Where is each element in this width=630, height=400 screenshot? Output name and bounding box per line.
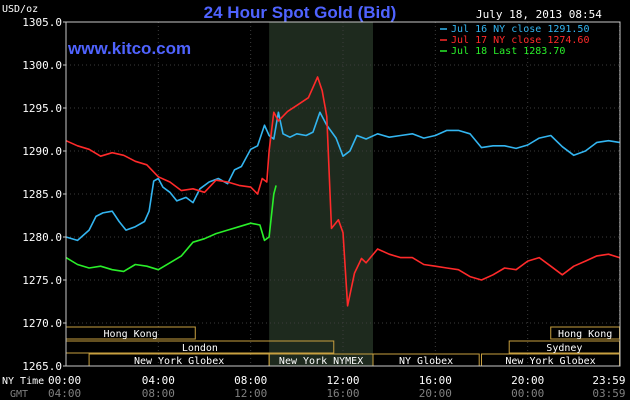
gmt-label: GMT [10, 389, 28, 400]
y-tick-label: 1305.0 [22, 16, 62, 29]
y-tick-label: 1285.0 [22, 188, 62, 201]
x-tick-label-gmt: 12:00 [234, 387, 267, 400]
y-tick-label: 1295.0 [22, 102, 62, 115]
session-label: New York Globex [505, 356, 595, 367]
timestamp: July 18, 2013 08:54 [476, 8, 602, 21]
x-axis-ticks: 00:0004:0004:0008:0008:0012:0012:0016:00… [48, 374, 626, 400]
trading-sessions: Hong Kong Hong Kong London Sydney New York G… [65, 326, 621, 367]
x-tick-label-gmt: 00:00 [511, 387, 544, 400]
x-tick-label-ny: 08:00 [234, 374, 267, 387]
legend-entry: Jul 17 NY close 1274.60 [451, 35, 589, 46]
x-tick-label-gmt: 04:00 [48, 387, 81, 400]
x-tick-label-gmt: 08:00 [142, 387, 175, 400]
session-label: Hong Kong [558, 329, 612, 340]
series-line-2 [65, 76, 620, 307]
x-tick-label-ny: 00:00 [48, 374, 81, 387]
session-label: New York Globex [134, 356, 224, 367]
x-tick-label-ny: 20:00 [511, 374, 544, 387]
x-tick-label-gmt: 03:59 [592, 387, 625, 400]
session-label: NY Globex [399, 356, 453, 367]
x-tick-label-gmt: 20:00 [419, 387, 452, 400]
session-label: New York NYMEX [279, 356, 363, 367]
y-tick-label: 1270.0 [22, 317, 62, 330]
y-axis-ticks: 1305.0 1300.0 1295.0 1290.0 1285.0 1280.0 1275… [22, 16, 66, 373]
y-tick-label: 1265.0 [22, 360, 62, 373]
series-line-1 [65, 111, 620, 242]
x-tick-label-ny: 12:00 [326, 374, 359, 387]
legend-entry: Jul 18 Last 1283.70 [451, 46, 565, 57]
y-tick-label: 1280.0 [22, 231, 62, 244]
x-tick-label-ny: 16:00 [419, 374, 452, 387]
y-tick-label: 1275.0 [22, 274, 62, 287]
ny-time-label: NY Time [2, 376, 44, 387]
y-tick-label: 1290.0 [22, 145, 62, 158]
session-label: London [182, 343, 218, 354]
session-label: Hong Kong [104, 329, 158, 340]
x-tick-label-ny: 23:59 [592, 374, 625, 387]
x-tick-label-ny: 04:00 [142, 374, 175, 387]
session-label: Sydney [546, 343, 582, 354]
kitco-website: www.kitco.com [67, 39, 191, 58]
x-tick-label-gmt: 16:00 [326, 387, 359, 400]
series-line-3 [65, 185, 277, 273]
y-tick-label: 1300.0 [22, 59, 62, 72]
y-unit-label: USD/oz [2, 4, 38, 15]
chart-title: 24 Hour Spot Gold (Bid) [204, 3, 397, 22]
legend-entry: Jul 16 NY close 1291.50 [451, 24, 589, 35]
nymex-session-highlight [269, 22, 374, 366]
series-layer [65, 76, 620, 307]
